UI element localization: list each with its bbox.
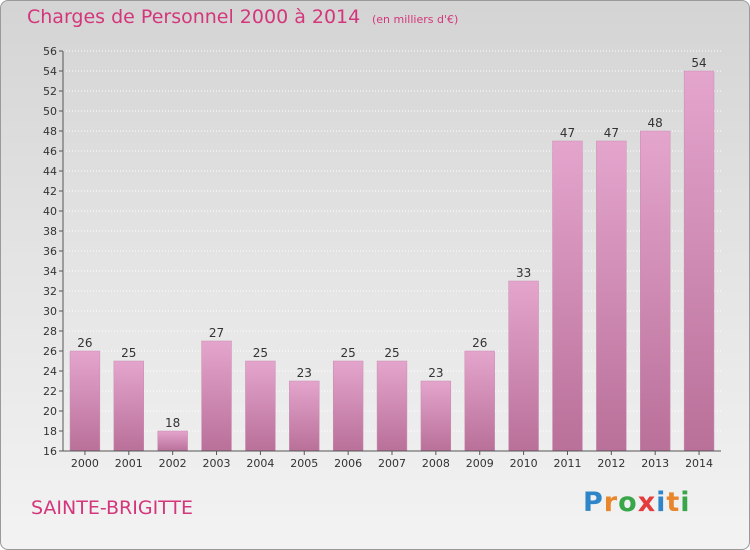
y-tick-label: 32 bbox=[43, 285, 57, 298]
bar bbox=[683, 70, 715, 452]
y-tick-label: 38 bbox=[43, 225, 57, 238]
logo-letter: o bbox=[618, 487, 638, 518]
chart-title: Charges de Personnel 2000 à 2014 bbox=[27, 6, 361, 28]
x-tick-label: 2002 bbox=[159, 457, 187, 470]
bar-value-label: 18 bbox=[165, 416, 180, 430]
bar bbox=[157, 430, 188, 452]
x-tick-label: 2014 bbox=[685, 457, 713, 470]
bar bbox=[464, 350, 495, 452]
bar bbox=[69, 350, 101, 452]
y-tick-label: 24 bbox=[43, 365, 57, 378]
bar-value-label: 47 bbox=[560, 126, 575, 140]
bar-value-label: 26 bbox=[77, 336, 92, 350]
x-tick-label: 2009 bbox=[466, 457, 494, 470]
y-tick-label: 42 bbox=[43, 185, 57, 198]
chart-subtitle: (en milliers d'€) bbox=[372, 13, 459, 26]
y-tick-label: 34 bbox=[43, 265, 57, 278]
x-tick-label: 2006 bbox=[334, 457, 362, 470]
x-tick-label: 2004 bbox=[246, 457, 274, 470]
x-tick-label: 2000 bbox=[71, 457, 99, 470]
x-tick-label: 2007 bbox=[378, 457, 406, 470]
bar-value-label: 25 bbox=[253, 346, 268, 360]
y-tick-label: 48 bbox=[43, 125, 57, 138]
bar bbox=[245, 360, 276, 452]
x-tick-label: 2001 bbox=[115, 457, 143, 470]
bar bbox=[201, 340, 232, 452]
x-tick-label: 2010 bbox=[510, 457, 538, 470]
logo-letter: r bbox=[603, 487, 619, 518]
y-tick-label: 40 bbox=[43, 205, 57, 218]
bar bbox=[508, 280, 539, 452]
y-tick-label: 22 bbox=[43, 385, 57, 398]
bar-value-label: 25 bbox=[384, 346, 399, 360]
bars: 26 25 18 27 25 23 25 25 23 26 33 47 47 48 54 bbox=[69, 56, 715, 452]
x-tick-label: 2012 bbox=[597, 457, 625, 470]
bar-value-label: 25 bbox=[121, 346, 136, 360]
bar bbox=[376, 360, 408, 452]
bar bbox=[640, 130, 671, 452]
place-name: SAINTE-BRIGITTE bbox=[31, 497, 194, 519]
bar-value-label: 23 bbox=[297, 366, 312, 380]
bar-value-label: 26 bbox=[472, 336, 487, 350]
logo-letter: i bbox=[656, 487, 667, 518]
y-tick-label: 36 bbox=[43, 245, 57, 258]
logo-letter: x bbox=[637, 487, 657, 518]
bar bbox=[289, 380, 320, 452]
x-tick-label: 2011 bbox=[553, 457, 581, 470]
bar-value-label: 48 bbox=[648, 116, 663, 130]
x-tick-label: 2013 bbox=[641, 457, 669, 470]
bar-value-label: 33 bbox=[516, 266, 531, 280]
logo-letter: P bbox=[583, 487, 604, 518]
bar bbox=[596, 140, 627, 452]
y-tick-label: 30 bbox=[43, 305, 57, 318]
axes: 16 18 20 22 24 26 28 30 32 34 36 38 40 42 44 46 48 50 52 54… bbox=[43, 45, 721, 470]
y-tick-label: 20 bbox=[43, 405, 57, 418]
y-tick-label: 18 bbox=[43, 425, 57, 438]
bar-value-label: 23 bbox=[428, 366, 443, 380]
y-tick-label: 16 bbox=[43, 445, 57, 458]
y-tick-label: 50 bbox=[43, 105, 57, 118]
bar bbox=[552, 140, 583, 452]
bar-value-label: 25 bbox=[340, 346, 355, 360]
bar bbox=[332, 360, 364, 452]
x-tick-label: 2008 bbox=[422, 457, 450, 470]
logo-letter: i bbox=[680, 487, 691, 518]
y-tick-label: 28 bbox=[43, 325, 57, 338]
bar bbox=[420, 380, 452, 452]
y-tick-label: 26 bbox=[43, 345, 57, 358]
bar-value-label: 27 bbox=[209, 326, 224, 340]
y-tick-label: 52 bbox=[43, 85, 57, 98]
bar-value-label: 47 bbox=[604, 126, 619, 140]
y-tick-label: 44 bbox=[43, 165, 57, 178]
x-tick-label: 2003 bbox=[203, 457, 231, 470]
x-tick-label: 2005 bbox=[290, 457, 318, 470]
logo-letter: t bbox=[666, 487, 681, 518]
y-tick-label: 56 bbox=[43, 45, 57, 58]
bar bbox=[113, 360, 144, 452]
y-tick-label: 54 bbox=[43, 65, 57, 78]
proxiti-logo: Proxiti bbox=[583, 487, 691, 518]
bar-value-label: 54 bbox=[691, 56, 706, 70]
y-tick-label: 46 bbox=[43, 145, 57, 158]
